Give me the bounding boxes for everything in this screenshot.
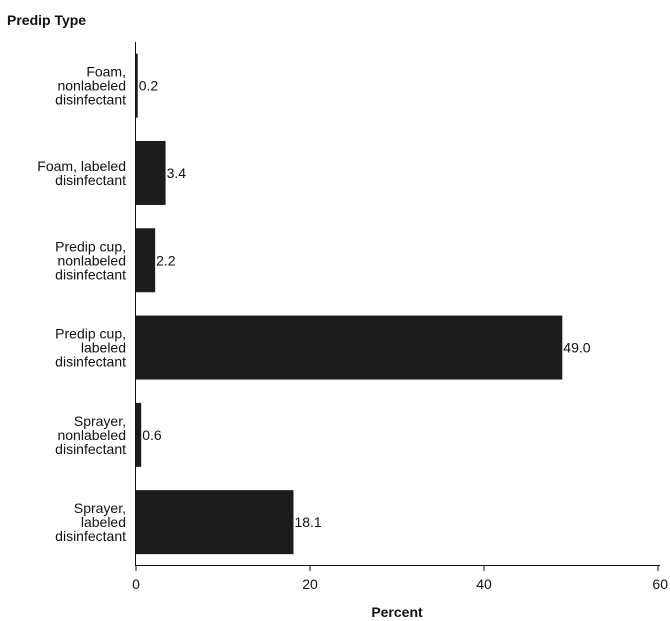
value-label-5: 0.6 (142, 427, 162, 443)
value-labels: 0.2 3.4 2.2 49.0 0.6 18.1 (139, 78, 591, 531)
bar-1 (136, 53, 138, 118)
value-label-4: 49.0 (563, 340, 590, 356)
category-label-3: Predip cup, nonlabeled disinfectant (55, 238, 126, 282)
bar-6 (136, 490, 294, 555)
category-label-4: Predip cup, labeled disinfectant (55, 326, 126, 370)
category-label-6: Sprayer, labeled disinfectant (55, 500, 126, 544)
y-axis-title: Predip Type (7, 12, 86, 28)
x-axis-ticks: 0 20 40 60 (132, 565, 668, 592)
bar-2 (136, 140, 166, 205)
x-tick-label-1: 0 (132, 576, 140, 592)
category-label-2: Foam, labeled disinfectant (37, 158, 126, 188)
value-label-6: 18.1 (294, 514, 321, 530)
x-tick-label-3: 40 (476, 576, 492, 592)
value-label-2: 3.4 (167, 165, 187, 181)
category-label-1: Foam, nonlabeled disinfectant (55, 64, 126, 108)
x-tick-label-4: 60 (652, 576, 668, 592)
bar-4 (136, 315, 563, 380)
category-labels: Foam, nonlabeled disinfectant Foam, labeled… (37, 64, 126, 545)
value-label-3: 2.2 (156, 252, 176, 268)
x-tick-label-2: 20 (302, 576, 318, 592)
x-axis-title: Percent (371, 604, 423, 620)
bars-group (136, 53, 563, 555)
bar-3 (136, 228, 156, 293)
bar-5 (136, 402, 142, 467)
category-label-5: Sprayer, nonlabeled disinfectant (55, 413, 126, 457)
value-label-1: 0.2 (139, 78, 159, 94)
